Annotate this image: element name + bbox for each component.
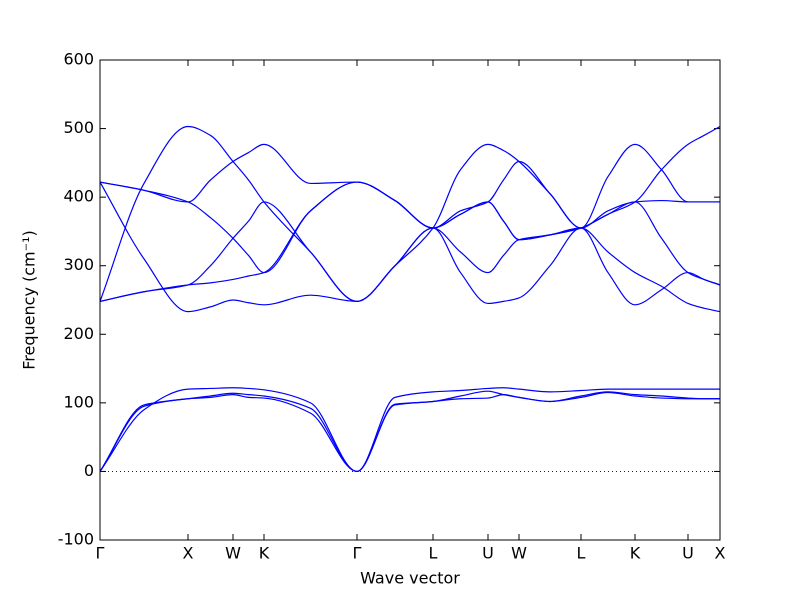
x-tick-label: L — [429, 544, 438, 563]
y-tick-label: 400 — [63, 187, 94, 206]
y-tick-label: 300 — [63, 255, 94, 274]
x-tick-label: U — [682, 544, 694, 563]
x-tick-label: Γ — [96, 544, 105, 563]
x-tick-label: L — [577, 544, 586, 563]
band-line — [99, 181, 721, 313]
y-tick-label: 500 — [63, 118, 94, 137]
y-tick-label: -100 — [58, 530, 94, 549]
x-tick-label: K — [630, 544, 641, 563]
y-tick-label: 0 — [84, 461, 94, 480]
x-axis-label: Wave vector — [360, 569, 460, 588]
x-tick-label: W — [511, 544, 527, 563]
y-axis-label: Frequency (cm⁻¹) — [20, 230, 39, 369]
band-line — [99, 201, 721, 313]
x-tick-label: U — [482, 544, 494, 563]
plot-frame — [99, 59, 721, 541]
x-tick-label: Γ — [353, 544, 362, 563]
band-line — [99, 143, 720, 229]
band-line — [99, 390, 720, 473]
band-line — [99, 391, 720, 473]
y-tick-label: 100 — [63, 392, 94, 411]
y-tick-label: 200 — [63, 324, 94, 343]
band-line — [99, 181, 721, 302]
y-tick-label: 600 — [63, 50, 94, 69]
x-tick-label: X — [183, 544, 194, 563]
band-line — [99, 387, 720, 473]
band-line — [99, 125, 720, 302]
x-tick-label: W — [225, 544, 241, 563]
x-tick-label: X — [715, 544, 726, 563]
x-tick-label: K — [259, 544, 270, 563]
